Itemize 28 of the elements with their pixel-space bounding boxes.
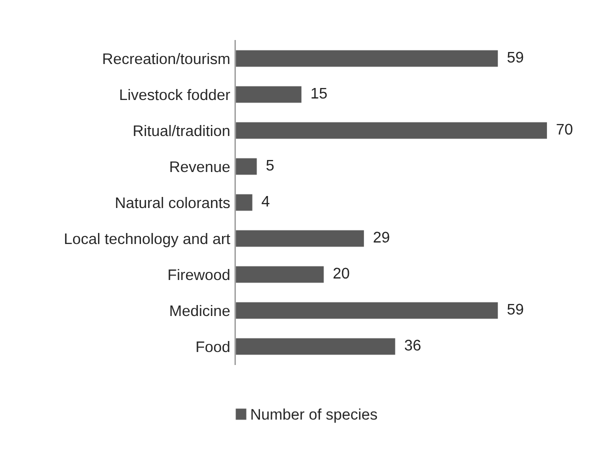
data-label: 20 xyxy=(334,268,350,279)
y-tick-label: Revenue xyxy=(170,162,230,172)
y-tick-label: Firewood xyxy=(168,268,230,280)
y-tick-label: Recreation/tourism xyxy=(103,52,230,64)
y-tick-label: Natural colorants xyxy=(116,196,230,208)
bar xyxy=(235,48,500,68)
y-tick-label: Medicine xyxy=(170,304,230,316)
bar xyxy=(235,300,500,320)
bar xyxy=(235,120,548,140)
bar xyxy=(235,84,303,104)
data-label: 70 xyxy=(556,124,572,135)
bar xyxy=(235,156,258,176)
data-label: 29 xyxy=(374,232,390,243)
y-tick-label: Local technology and art xyxy=(65,232,230,248)
data-label: 5 xyxy=(266,160,274,171)
y-tick-label: Food xyxy=(196,340,230,352)
bar xyxy=(235,228,366,248)
legend-label: Number of species xyxy=(251,408,378,423)
y-tick-label: Ritual/tradition xyxy=(134,124,230,136)
bar xyxy=(235,336,397,356)
y-tick-label: Livestock fodder xyxy=(120,88,230,100)
data-label: 59 xyxy=(507,304,524,315)
bar xyxy=(235,192,254,212)
data-label: 36 xyxy=(404,340,421,351)
bar xyxy=(235,264,326,284)
data-label: 4 xyxy=(262,196,270,206)
data-label: 59 xyxy=(507,52,524,63)
data-label: 15 xyxy=(312,88,327,99)
